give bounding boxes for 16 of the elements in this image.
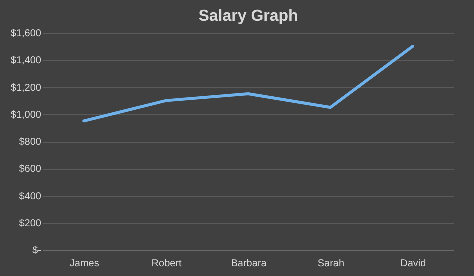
y-tick-label: $1,000 [10,110,42,121]
y-tick-label: $800 [19,137,42,148]
y-tick-label: $400 [19,191,42,202]
y-tick-label: $1,600 [10,28,42,40]
x-tick-label: James [70,258,100,270]
x-tick-label: Barbara [231,258,268,270]
y-tick-label: $- [32,246,42,256]
chart-title: Salary Graph [198,8,298,25]
y-tick-label: $1,200 [10,82,42,94]
y-tick-label: $1,400 [10,56,42,67]
line-series [82,45,414,123]
x-tick-label: David [400,258,426,270]
y-tick-label: $600 [19,164,42,176]
x-tick-label: Sarah [318,258,345,270]
x-tick-label: Robert [152,258,182,270]
y-tick-label: $200 [19,218,42,230]
